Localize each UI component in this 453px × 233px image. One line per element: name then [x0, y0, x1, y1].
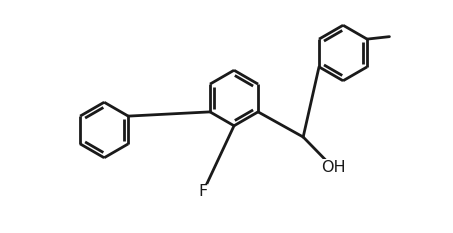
Text: OH: OH	[321, 160, 346, 175]
Text: F: F	[198, 185, 207, 199]
